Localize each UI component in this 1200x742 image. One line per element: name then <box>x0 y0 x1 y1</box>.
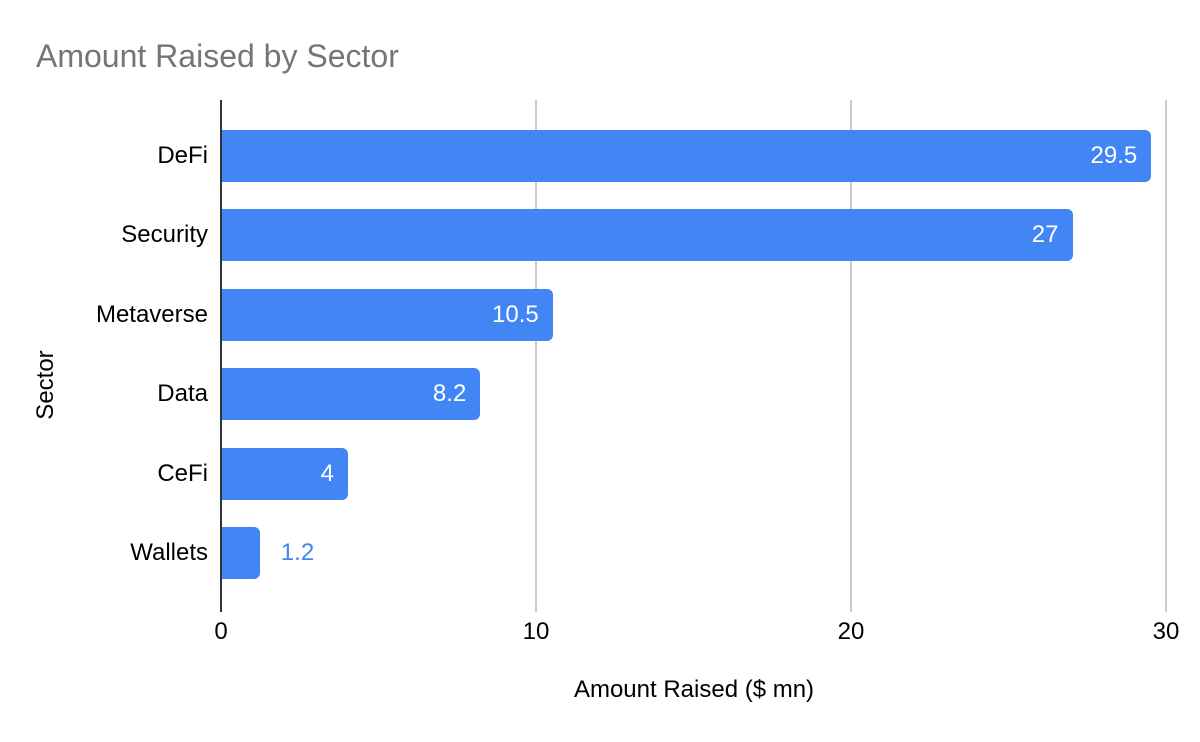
gridline-30 <box>1165 100 1167 600</box>
x-tick-0 <box>220 600 222 612</box>
chart-title: Amount Raised by Sector <box>36 38 399 74</box>
bar-cefi: 4 <box>222 447 348 500</box>
category-label-security: Security <box>121 221 208 249</box>
bar-defi: 29.5 <box>222 130 1152 182</box>
category-label-defi: DeFi <box>157 142 208 169</box>
y-axis-line <box>220 100 222 600</box>
value-label-wallets: 1.2 <box>280 539 315 566</box>
category-label-metaverse: Metaverse <box>95 300 208 328</box>
x-axis-title: Amount Raised ($ mn) <box>573 676 815 703</box>
x-tick-label-20: 20 <box>837 618 865 645</box>
category-label-data: Data <box>157 380 208 408</box>
value-label-data: 8.2 <box>432 380 467 408</box>
x-tick-30 <box>1165 600 1167 612</box>
bar-security: 27 <box>222 209 1073 262</box>
x-tick-20 <box>850 600 852 612</box>
value-label-cefi: 4 <box>320 459 334 487</box>
gridline-10 <box>535 100 537 600</box>
bar-data: 8.2 <box>222 368 481 421</box>
category-label-cefi: CeFi <box>157 459 208 487</box>
value-label-security: 27 <box>1031 221 1059 249</box>
value-label-defi: 29.5 <box>1090 142 1138 169</box>
x-tick-label-10: 10 <box>522 618 550 645</box>
value-label-metaverse: 10.5 <box>492 300 539 328</box>
x-tick-label-0: 0 <box>214 618 228 645</box>
x-tick-label-30: 30 <box>1152 618 1180 645</box>
gridline-20 <box>850 100 852 600</box>
bar-metaverse: 10.5 <box>222 288 553 341</box>
bar-wallets <box>222 527 260 579</box>
x-tick-10 <box>535 600 537 612</box>
category-label-wallets: Wallets <box>130 539 208 566</box>
